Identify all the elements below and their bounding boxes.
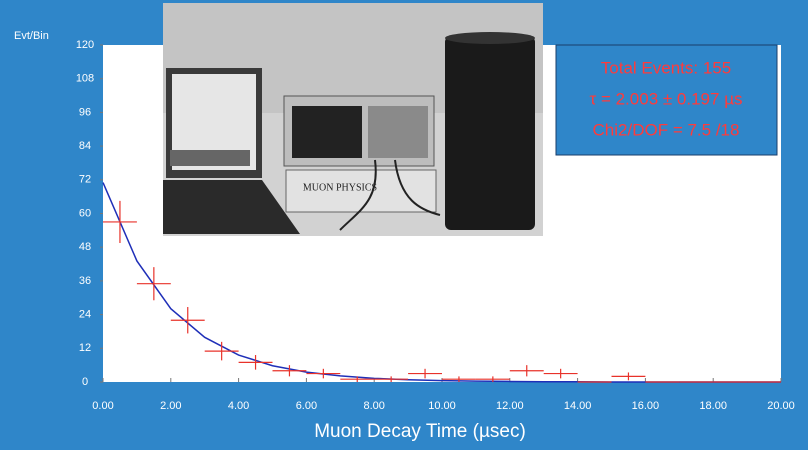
info-box	[555, 44, 778, 156]
data-point	[204, 341, 239, 361]
info-line: Total Events: 155	[601, 58, 731, 77]
x-tick-label: 8.00	[363, 400, 384, 412]
x-tick-label: 4.00	[228, 400, 249, 412]
muon-box	[285, 169, 437, 213]
laptop-plot	[170, 150, 250, 166]
photo-text: MUON PHYSICS	[303, 182, 377, 193]
data-point	[340, 376, 375, 382]
data-point	[408, 368, 442, 379]
y-tick-label: 48	[79, 241, 91, 253]
x-tick-label: 6.00	[296, 400, 317, 412]
x-tick-label: 0.00	[92, 400, 113, 412]
info-text: Total Events: 155 τ = 2.003 ± 0.197 µs Chi…	[590, 58, 743, 139]
plot	[100, 44, 782, 383]
data-point	[475, 376, 510, 382]
detector-cylinder	[445, 36, 535, 230]
data-point	[272, 365, 307, 377]
y-tick-label: 24	[79, 309, 91, 321]
y-tick-label: 60	[79, 207, 91, 219]
data-point	[103, 200, 137, 243]
y-tick-label: 84	[79, 140, 91, 152]
x-tick-label: 2.00	[160, 400, 181, 412]
info-line: Chi2/DOF = 7.5 /18	[593, 120, 740, 139]
cables	[339, 159, 441, 231]
data-point	[306, 368, 341, 379]
laptop-base	[163, 180, 300, 234]
y-tick-label: 108	[76, 73, 94, 85]
data-point	[374, 376, 409, 382]
data-point	[170, 307, 205, 334]
y-tick-label: 120	[76, 39, 94, 51]
y-tick-label: 36	[79, 275, 91, 287]
scope-screen	[292, 106, 362, 158]
photo: MUON PHYSICS	[163, 3, 543, 236]
y-tick-label: 96	[79, 106, 91, 118]
data-point	[136, 267, 171, 301]
y-tick-label: 72	[79, 174, 91, 186]
y-axis-label: Evt/Bin	[14, 30, 49, 42]
scope-panel	[368, 106, 428, 158]
data-point	[611, 372, 646, 381]
x-tick-label: 12.00	[496, 400, 524, 412]
data-point	[442, 376, 476, 382]
x-tick-label: 18.00	[699, 400, 727, 412]
x-tick-label: 14.00	[564, 400, 592, 412]
data-point	[543, 368, 578, 379]
detector-top	[445, 32, 535, 44]
data-point	[509, 365, 544, 377]
x-tick-label: 20.00	[767, 400, 795, 412]
x-tick-label: 10.00	[428, 400, 456, 412]
y-tick-label: 12	[79, 342, 91, 354]
data-point	[238, 355, 273, 370]
x-tick-label: 16.00	[632, 400, 660, 412]
y-tick-label: 0	[82, 376, 88, 388]
info-line: τ = 2.003 ± 0.197 µs	[590, 89, 743, 108]
x-axis-label: Muon Decay Time (µsec)	[314, 421, 526, 442]
